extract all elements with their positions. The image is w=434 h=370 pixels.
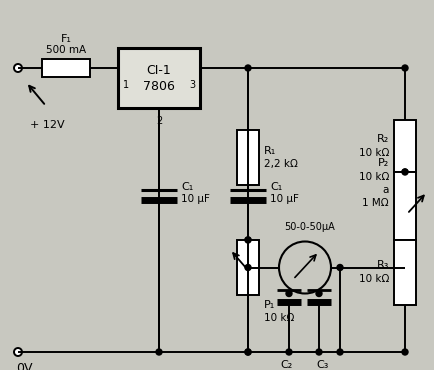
Circle shape [336,349,342,355]
Bar [118,48,200,108]
Circle shape [285,349,291,355]
Text: C₁: C₁ [270,182,282,192]
Text: 10 μF: 10 μF [270,194,298,204]
Text: a: a [382,185,388,195]
Circle shape [285,290,291,296]
Circle shape [315,290,321,296]
Circle shape [401,65,407,71]
Circle shape [244,349,250,355]
Text: 1 MΩ: 1 MΩ [362,198,388,208]
Text: R₃: R₃ [376,260,388,270]
Text: 10 kΩ: 10 kΩ [358,172,388,182]
Circle shape [244,237,250,243]
Text: + 12V: + 12V [30,120,65,130]
Bar [393,172,415,240]
Text: 2: 2 [155,116,162,126]
Text: 10 kΩ: 10 kΩ [358,148,388,158]
Bar [393,240,415,305]
Text: F₁: F₁ [60,34,71,44]
Text: C₃: C₃ [316,360,329,370]
Circle shape [244,65,250,71]
Text: C₂: C₂ [280,360,293,370]
Circle shape [244,237,250,243]
Text: 0V: 0V [16,362,33,370]
Text: C₁: C₁ [181,182,193,192]
Bar [237,130,258,185]
Text: P₁: P₁ [263,300,275,310]
Circle shape [14,348,22,356]
Text: R₁: R₁ [263,145,276,155]
Text: 2,2 kΩ: 2,2 kΩ [263,159,297,169]
Text: CI-1: CI-1 [146,64,171,77]
Text: P₂: P₂ [377,158,388,168]
Text: 50-0-50μA: 50-0-50μA [284,222,335,232]
Bar [42,59,90,77]
Circle shape [156,349,161,355]
Text: 7806: 7806 [143,80,174,92]
Text: 10 μF: 10 μF [181,194,209,204]
Bar [237,240,258,295]
Circle shape [401,349,407,355]
Bar [393,120,415,172]
Circle shape [244,265,250,270]
Text: 3: 3 [188,80,194,90]
Circle shape [244,349,250,355]
Circle shape [401,169,407,175]
Circle shape [315,349,321,355]
Text: 10 kΩ: 10 kΩ [263,313,294,323]
Text: 500 mA: 500 mA [46,45,86,55]
Circle shape [401,169,407,175]
Text: R₂: R₂ [376,134,388,144]
Text: 10 kΩ: 10 kΩ [358,275,388,285]
Circle shape [14,64,22,72]
Circle shape [336,265,342,270]
Text: 1: 1 [123,80,129,90]
